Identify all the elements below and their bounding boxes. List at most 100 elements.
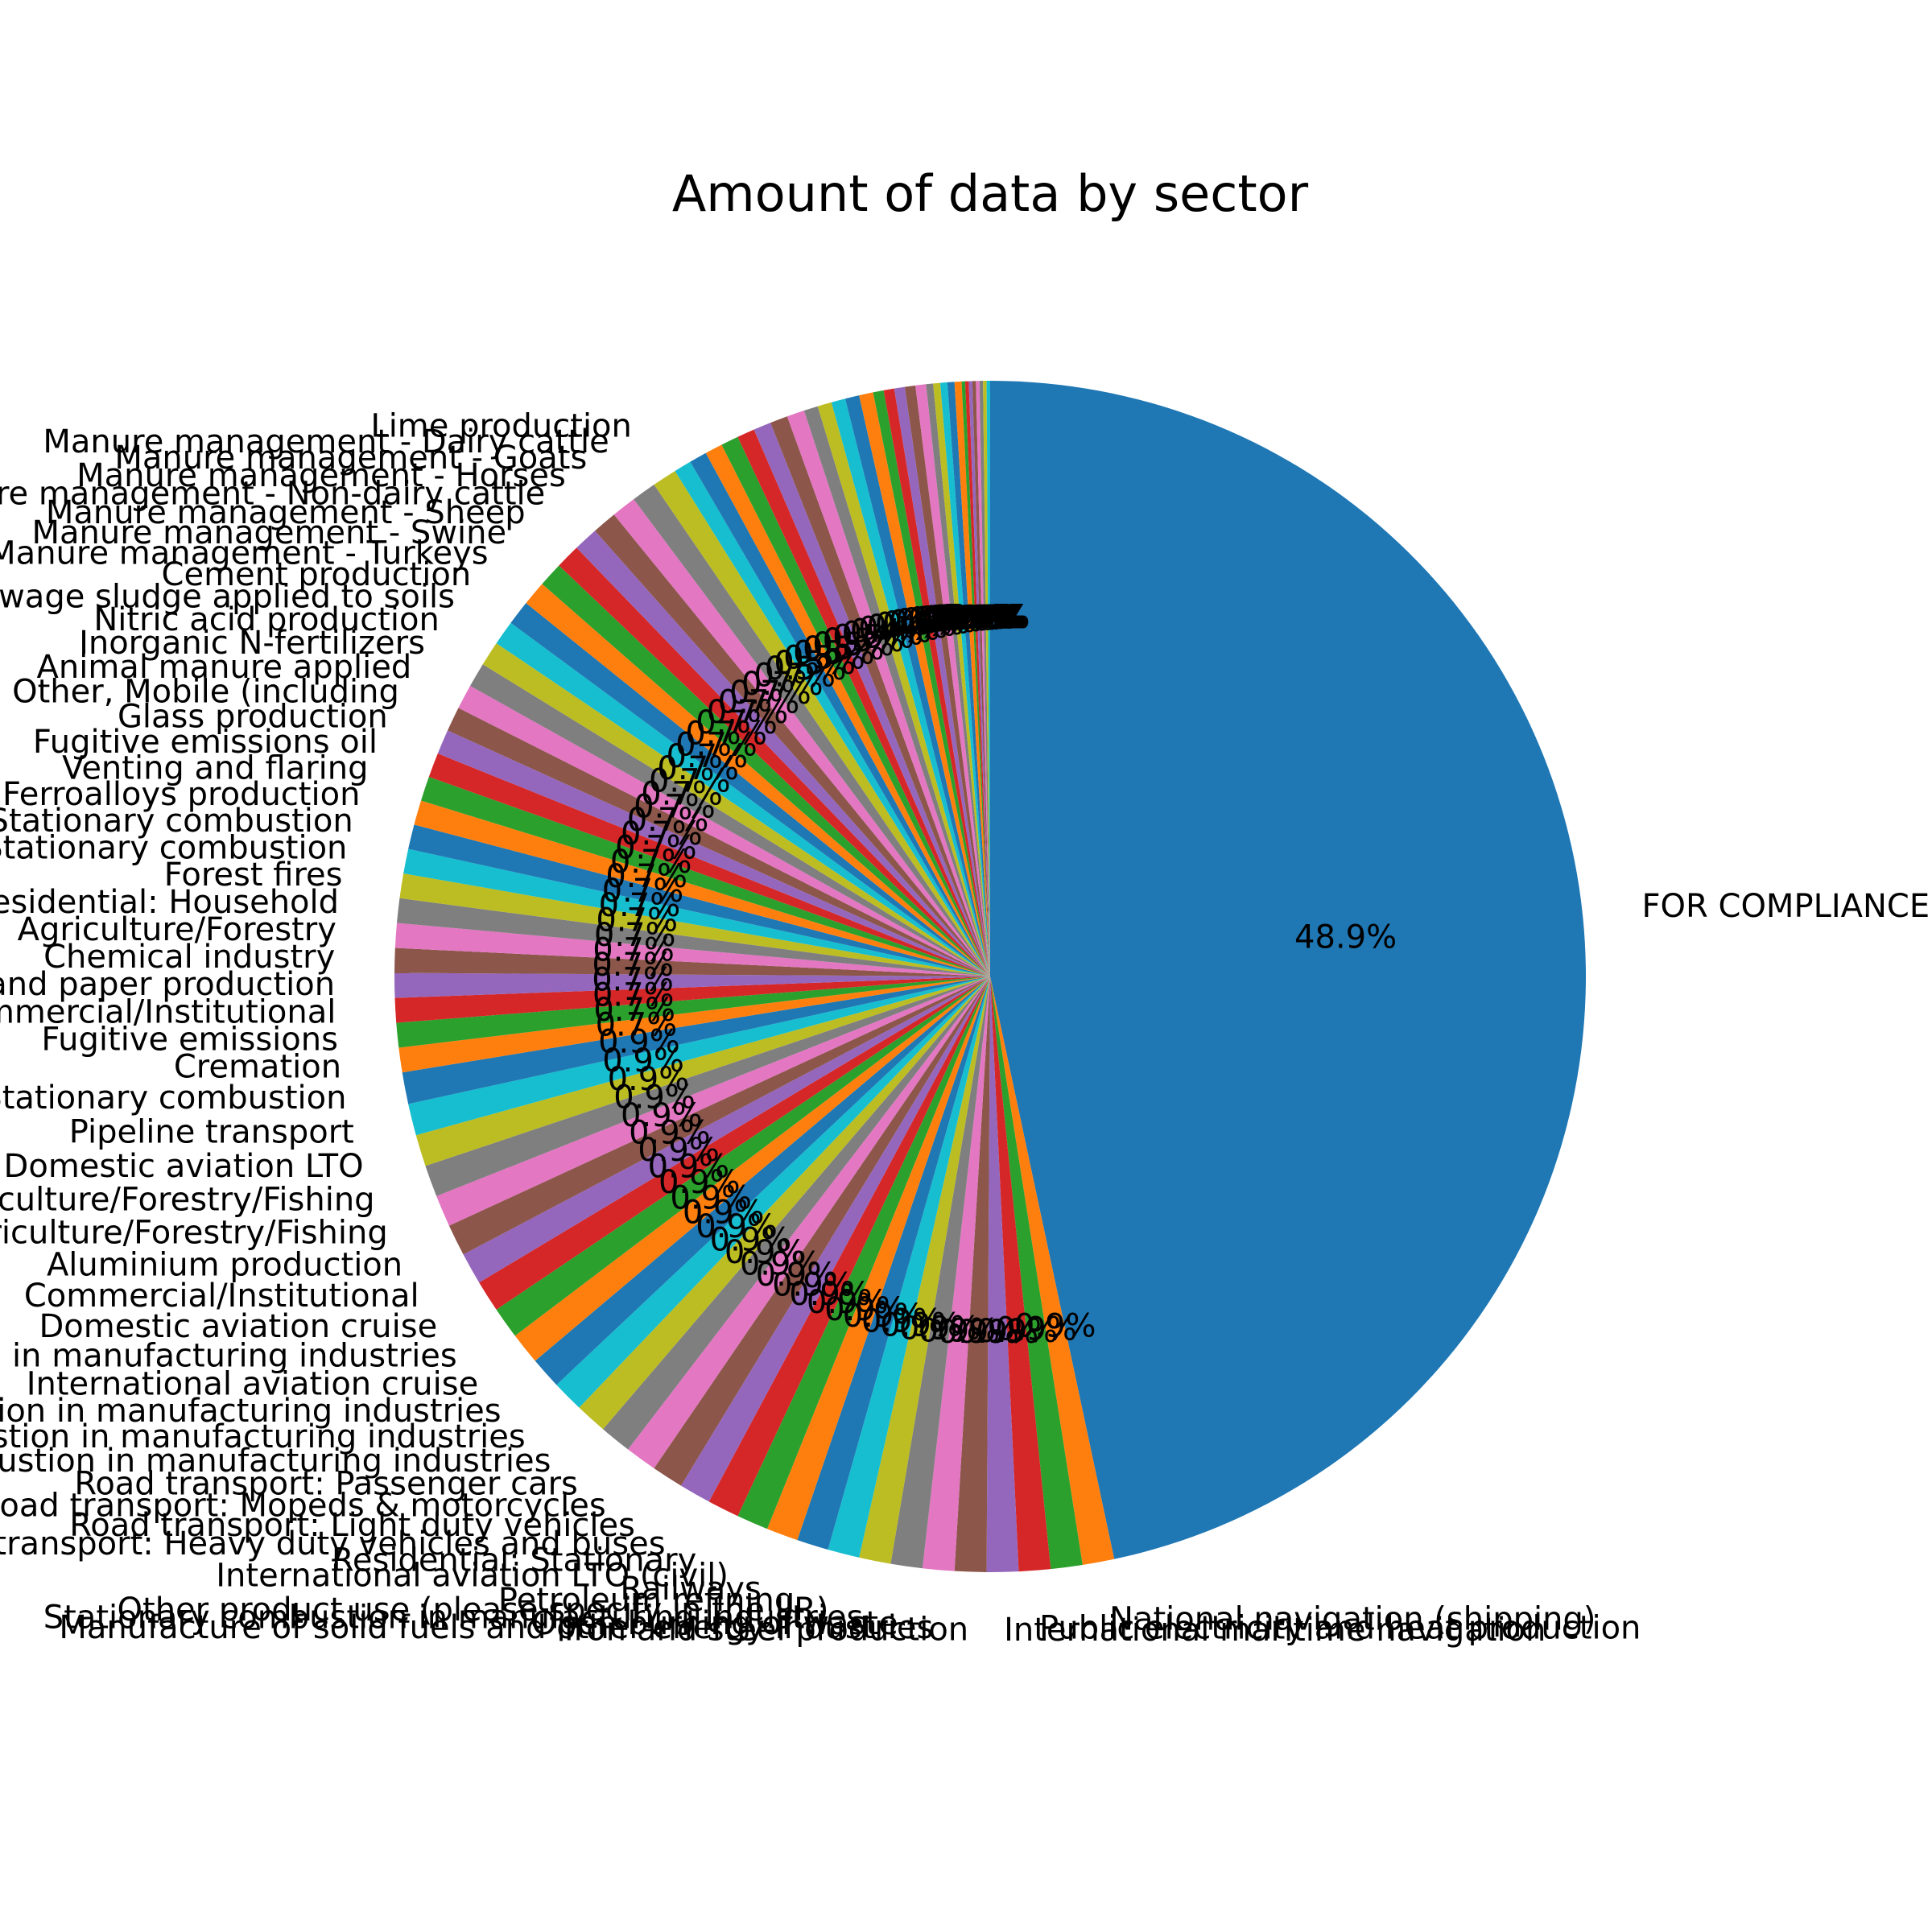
percent-label: 0.2%: [922, 600, 1004, 637]
percent-label: 0.7%: [610, 844, 692, 881]
pie-slice: [415, 976, 990, 1166]
slice-label: FOR COMPLIANCE: [1642, 888, 1930, 925]
pie-slice: [766, 976, 990, 1541]
slice-label: Iron and steel production: [564, 1612, 968, 1649]
pie-slice: [402, 976, 990, 1104]
percent-label: 0.7%: [594, 917, 676, 954]
slice-label: Open burning of waste: [531, 1605, 898, 1642]
slice-label: Forest fires: [164, 857, 343, 894]
slice-label: Cremation: [174, 1048, 341, 1085]
pie-slice: [526, 584, 990, 976]
pie-slice: [403, 848, 990, 976]
percent-label: 0.4%: [858, 611, 940, 648]
slice-label: Manufacture of solid fuels and other ene…: [59, 1609, 933, 1646]
pie-slice: [947, 382, 990, 976]
pie-slice: [990, 976, 1051, 1572]
percent-label: 0.7%: [627, 802, 709, 839]
pie-slice: [396, 976, 991, 1048]
slice-label: Domestic aviation LTO: [4, 1148, 364, 1185]
percent-label: 0.5%: [832, 618, 914, 655]
pie-slice: [904, 385, 990, 976]
percent-label: 0.1%: [946, 599, 1028, 636]
percent-label: 0.9%: [670, 1179, 752, 1216]
slice-label: Residential: Stationary: [332, 1542, 696, 1579]
pie-slice: [954, 381, 990, 976]
percent-label: 0.1%: [938, 599, 1020, 636]
pie-slice: [408, 824, 990, 976]
pie-slice: [396, 898, 991, 976]
pie-slice: [831, 398, 990, 977]
pie-slice: [859, 392, 990, 976]
percent-label: 0.9%: [995, 1311, 1077, 1348]
slice-label: Nitric acid production: [93, 601, 440, 638]
slice-label: Venting and flaring: [62, 749, 368, 786]
pie-slice: [437, 730, 990, 976]
pie-slice: [542, 565, 990, 976]
slice-label: Fugitive emissions oil: [33, 724, 378, 761]
percent-label: 0.7%: [741, 666, 824, 703]
percent-label: 0.9%: [824, 1291, 906, 1328]
percent-label: 0.7%: [641, 775, 723, 812]
slice-label: Manure management - Non-dairy cattle: [0, 475, 545, 512]
percent-label: 0.7%: [592, 947, 674, 984]
percent-label: 0.7%: [657, 750, 739, 787]
pie-slice: [817, 402, 990, 976]
percent-label: 0.9%: [772, 1267, 854, 1304]
pie-slice: [797, 976, 990, 1550]
percent-label: 0.9%: [976, 1313, 1058, 1350]
slice-label: International aviation cruise: [27, 1365, 479, 1402]
slice-label: Stationary combustion in manufacturing i…: [0, 1443, 551, 1480]
slice-label: Manure management - Dairy cattle: [43, 423, 609, 460]
pie-slice: [463, 976, 990, 1283]
percent-label: 0.3%: [901, 602, 983, 639]
pie-slice: [990, 976, 1083, 1570]
pie-slice: [990, 381, 1587, 1559]
pie-slice: [482, 643, 990, 976]
slice-label: National navigation (shipping): [1109, 1600, 1596, 1637]
slice-label: Ferroalloys production: [2, 776, 360, 813]
slice-label: Public electricity and heat production: [1039, 1610, 1641, 1647]
pie-slice: [479, 976, 990, 1310]
pie-slice: [408, 976, 990, 1136]
percent-label: 0.2%: [930, 600, 1012, 637]
pie-slice: [972, 381, 990, 976]
slice-label: Manure management - Sheep: [46, 494, 526, 531]
slice-label: Manure management - Goats: [114, 440, 587, 477]
percent-label: 0.4%: [842, 616, 924, 653]
percent-label: 0.9%: [740, 1246, 822, 1283]
pie-slice: [595, 514, 990, 976]
pie-slice: [690, 452, 990, 976]
percent-label: 0.7%: [685, 715, 767, 752]
percent-label: 0.9%: [696, 1208, 778, 1245]
percent-labels: 48.9%0.9%0.9%0.9%0.9%0.9%0.9%0.9%0.9%0.9…: [592, 599, 1397, 1351]
chart-title: Amount of data by sector: [672, 164, 1309, 223]
percent-label: 0.4%: [850, 613, 932, 650]
pie-slice: [976, 381, 990, 976]
pie-slice: [681, 976, 990, 1502]
percent-label: 0.7%: [602, 873, 684, 910]
pie-slice: [786, 411, 990, 977]
pie-slice: [873, 390, 990, 977]
slice-label: Domestic aviation cruise: [39, 1308, 438, 1345]
percent-label: 0.7%: [666, 738, 748, 775]
pie-slice: [654, 471, 990, 976]
pie-slice: [394, 976, 990, 1023]
pie-slice: [613, 499, 990, 976]
pie-slice: [915, 384, 990, 976]
pie-slice: [926, 383, 990, 976]
slice-label: Road transport: Mopeds & motorcycles: [0, 1487, 606, 1524]
percent-label: 0.7%: [605, 858, 687, 895]
slice-label: Road transport: Heavy duty vehicles and …: [0, 1525, 666, 1563]
slice-label: Agriculture/Forestry/Fishing: [0, 1214, 388, 1251]
percent-label: 0.3%: [889, 604, 971, 641]
percent-label: 0.9%: [880, 1307, 962, 1344]
percent-label: 0.7%: [593, 992, 675, 1029]
percent-label: 0.5%: [803, 630, 885, 667]
slice-label: Residential: Household: [0, 884, 339, 921]
slice-label: Pipeline transport: [69, 1114, 354, 1151]
slice-labels: FOR COMPLIANCE National navigation (shipp…: [0, 407, 1930, 1648]
slice-label: Agriculture/Forestry: [18, 911, 336, 948]
percent-label: 0.7%: [707, 694, 789, 731]
percent-label: 0.7%: [599, 887, 681, 924]
